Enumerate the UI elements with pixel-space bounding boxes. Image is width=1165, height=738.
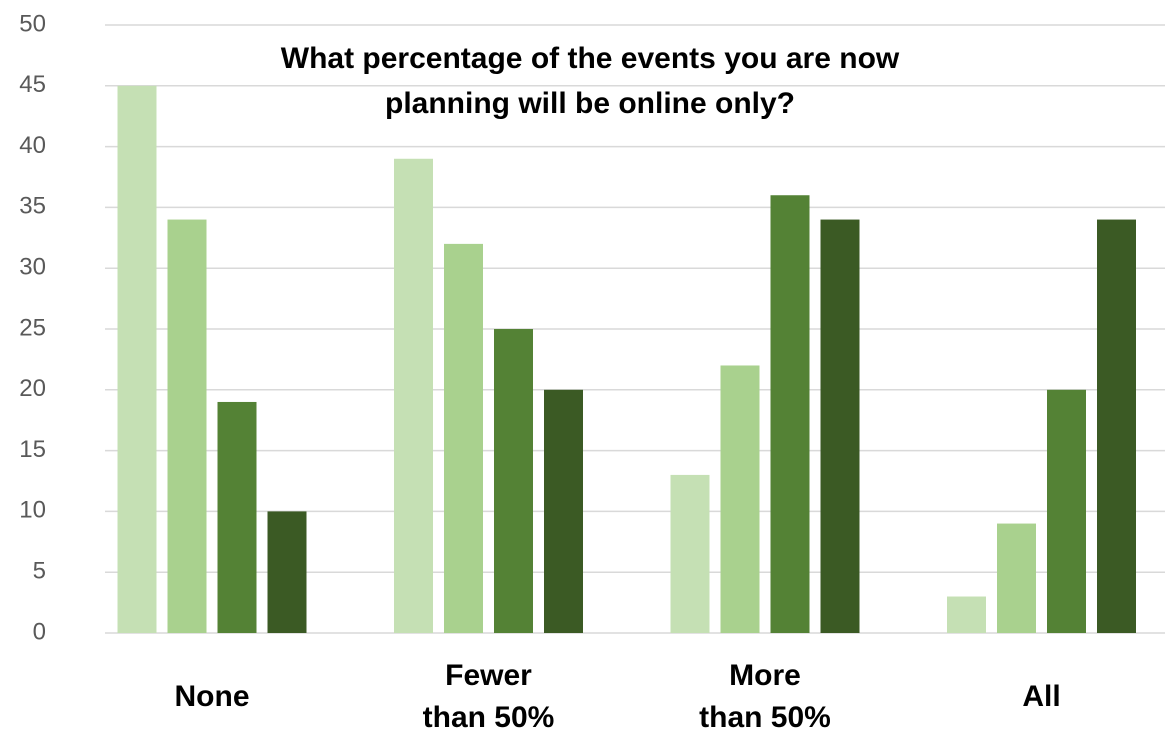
y-tick-label: 15: [19, 436, 46, 463]
y-tick-label: 20: [19, 375, 46, 402]
x-tick-label: Fewer than 50%: [422, 658, 555, 734]
bar: [1097, 219, 1136, 633]
y-tick-label: 5: [33, 558, 46, 585]
x-tick-label: None: [174, 679, 250, 713]
y-tick-label: 10: [19, 497, 46, 524]
bar: [217, 401, 257, 633]
bar: [544, 389, 583, 633]
bar: [947, 596, 986, 633]
bar: [267, 511, 307, 633]
bar: [117, 85, 157, 634]
bar: [1047, 389, 1086, 633]
y-tick-label: 50: [19, 10, 46, 37]
x-tick-label: All: [1022, 679, 1061, 713]
bar: [820, 219, 860, 633]
x-tick-label: More than 50%: [699, 658, 831, 734]
bar: [494, 329, 533, 633]
y-tick-label: 45: [19, 71, 46, 98]
bar: [167, 219, 207, 633]
bar: [997, 523, 1036, 633]
y-tick-label: 0: [33, 618, 46, 645]
chart-title: What percentage of the events you are no…: [280, 42, 900, 120]
y-tick-label: 35: [19, 193, 46, 220]
y-tick-label: 40: [19, 132, 46, 159]
y-tick-label: 25: [19, 314, 46, 341]
bar: [444, 243, 483, 633]
bar: [720, 365, 760, 633]
bar: [670, 474, 710, 633]
y-tick-label: 30: [19, 254, 46, 281]
bar: [394, 158, 433, 633]
bar: [770, 195, 810, 634]
